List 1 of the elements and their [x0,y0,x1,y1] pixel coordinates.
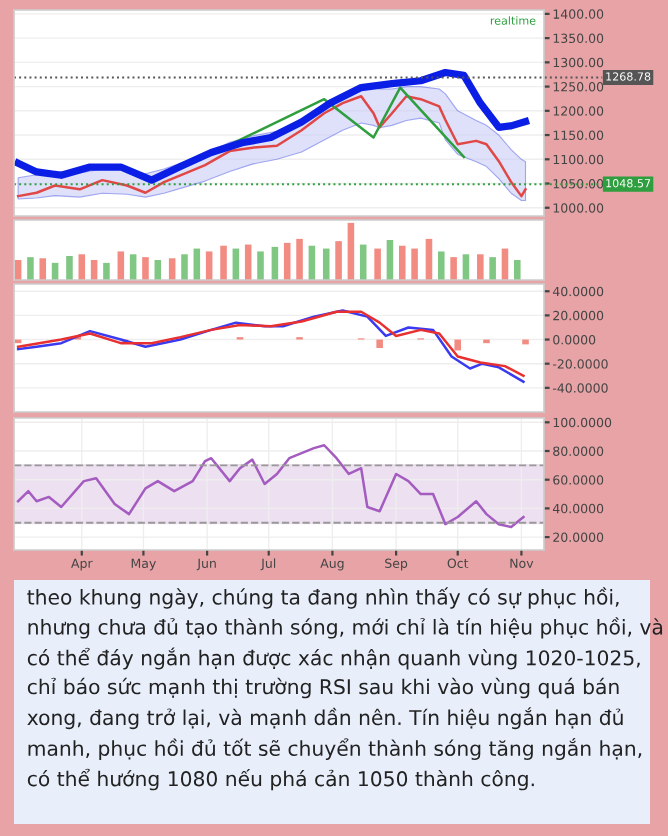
text: theo khung ngày, chúng ta đang nhìn thấy có sự phục hồi, nhưng chưa đủ tạo thành sóng, mới chỉ là tín hiệu phục hồi, và có thể đáy ngắn hạn được xác nhận quanh vùng 1020-1025, chỉ báo sức mạnh thị trường RSI sau khi vào vùng quá bán xong, đang trở lại, và mạnh dần nên. Tín hiệu ngắn hạn đủ manh, phục hồi đủ tốt sẽ chuyển thành sóng tăng ngắn hạn, có thể hướng 1080 nếu phá cản 1050 thành công. [27,587,663,791]
